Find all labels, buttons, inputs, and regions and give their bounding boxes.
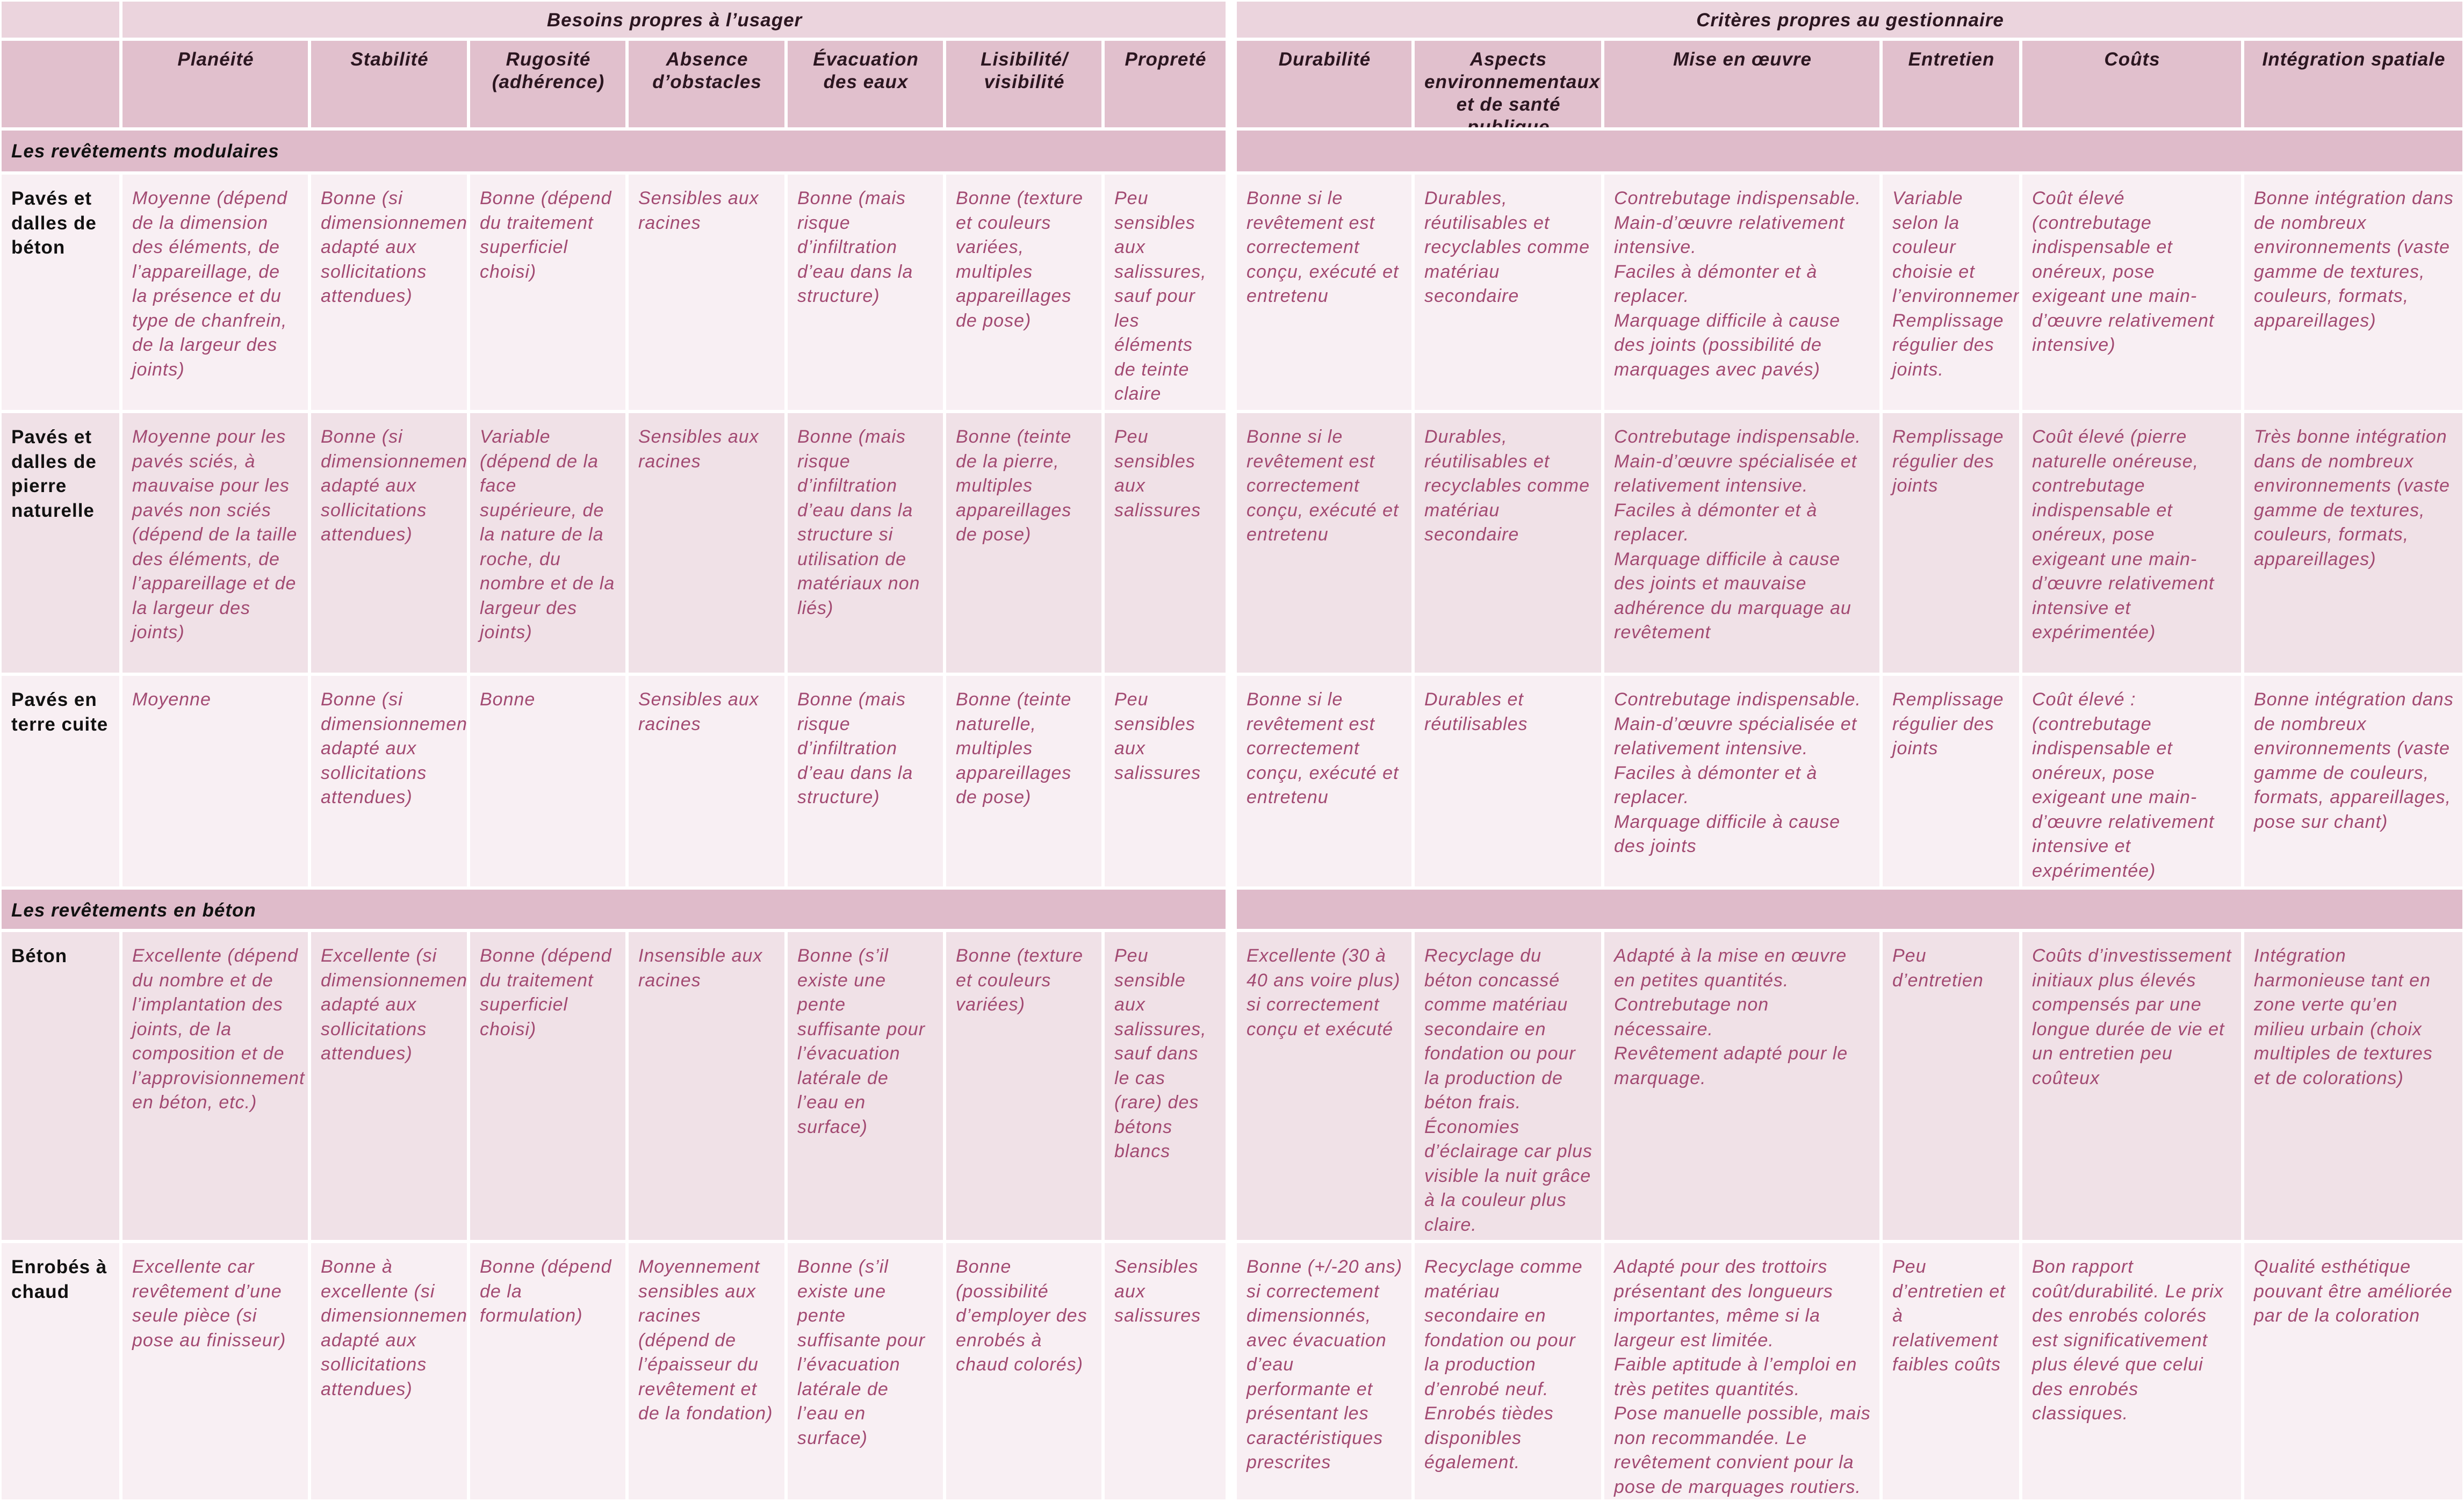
row-label: Pavés et dalles de pierre naturelle bbox=[0, 412, 121, 674]
column-header: Mise en œuvre bbox=[1603, 39, 1881, 129]
table-cell: Bonne (dépend du traitement superficiel … bbox=[469, 173, 627, 412]
corner bbox=[0, 39, 121, 129]
table-cell: Qualité esthétique pouvant être amélioré… bbox=[2243, 1242, 2464, 1501]
column-header: Planéité bbox=[121, 39, 309, 129]
group-header: Critères propres au gestionnaire bbox=[1235, 0, 2464, 39]
table-cell: Bonne si le revêtement est correctement … bbox=[1235, 674, 1413, 888]
table-cell: Insensible aux racines bbox=[627, 930, 786, 1242]
table-cell: Coûts d’investissement initiaux plus éle… bbox=[2021, 930, 2243, 1242]
column-header: Absence d’obstacles bbox=[627, 39, 786, 129]
column-header: Stabilité bbox=[309, 39, 469, 129]
table-cell: Durables, réutilisables et recyclables c… bbox=[1413, 173, 1603, 412]
table-cell: Sensibles aux racines bbox=[627, 412, 786, 674]
column-header: Coûts bbox=[2021, 39, 2243, 129]
table-cell: Excellente (30 à 40 ans voire plus) si c… bbox=[1235, 930, 1413, 1242]
table-cell: Bon rapport coût/durabilité. Le prix des… bbox=[2021, 1242, 2243, 1501]
table-cell: Bonne (s’il existe une pente suffisante … bbox=[786, 1242, 945, 1501]
table-cell: Excellente car revêtement d’une seule pi… bbox=[121, 1242, 309, 1501]
table-cell: Moyennement sensibles aux racines (dépen… bbox=[627, 1242, 786, 1501]
table-cell: Bonne (dépend du traitement superficiel … bbox=[469, 930, 627, 1242]
table-cell: Bonne (si dimensionnement adapté aux sol… bbox=[309, 412, 469, 674]
table-cell: Bonne (s’il existe une pente suffisante … bbox=[786, 930, 945, 1242]
table-cell: Variable (dépend de la face supérieure, … bbox=[469, 412, 627, 674]
column-header: Lisibilité/ visibilité bbox=[945, 39, 1103, 129]
table-cell: Excellente (dépend du nombre et de l’imp… bbox=[121, 930, 309, 1242]
group-header: Besoins propres à l’usager bbox=[121, 0, 1227, 39]
table-cell: Bonne (teinte de la pierre, multiples ap… bbox=[945, 412, 1103, 674]
table-cell: Bonne bbox=[469, 674, 627, 888]
column-header: Durabilité bbox=[1235, 39, 1413, 129]
table-cell: Durables, réutilisables et recyclables c… bbox=[1413, 412, 1603, 674]
table-cell: Remplissage régulier des joints bbox=[1881, 412, 2021, 674]
column-header: Rugosité (adhérence) bbox=[469, 39, 627, 129]
row-label: Enrobés à chaud bbox=[0, 1242, 121, 1501]
table-cell: Contrebutage indispensable. Main-d’œuvre… bbox=[1603, 173, 1881, 412]
table-cell: Peu sensibles aux salissures bbox=[1103, 412, 1227, 674]
table-cell: Contrebutage indispensable. Main-d’œuvre… bbox=[1603, 412, 1881, 674]
table-cell: Bonne (si dimensionnement adapté aux sol… bbox=[309, 173, 469, 412]
table-cell: Bonne (teinte naturelle, multiples appar… bbox=[945, 674, 1103, 888]
row-label: Béton bbox=[0, 930, 121, 1242]
table-cell: Bonne (mais risque d’infiltration d’eau … bbox=[786, 173, 945, 412]
table-cell: Peu d’entretien et à relativement faible… bbox=[1881, 1242, 2021, 1501]
table-cell: Peu sensible aux salissures, sauf dans l… bbox=[1103, 930, 1227, 1242]
table-cell: Sensibles aux salissures bbox=[1103, 1242, 1227, 1501]
column-header: Intégration spatiale bbox=[2243, 39, 2464, 129]
section-title: Les revêtements en béton bbox=[0, 888, 1227, 930]
table-cell: Recyclage du béton concassé comme matéri… bbox=[1413, 930, 1603, 1242]
table-cell: Coût élevé (contrebutage indispensable e… bbox=[2021, 173, 2243, 412]
table-cell: Peu d’entretien bbox=[1881, 930, 2021, 1242]
table-cell: Contrebutage indispensable. Main-d’œuvre… bbox=[1603, 674, 1881, 888]
section-band bbox=[1235, 888, 2464, 930]
table-cell: Bonne si le revêtement est correctement … bbox=[1235, 173, 1413, 412]
table-cell: Peu sensibles aux salissures bbox=[1103, 674, 1227, 888]
table-cell: Adapté à la mise en œuvre en petites qua… bbox=[1603, 930, 1881, 1242]
table-cell: Très bonne intégration dans de nombreux … bbox=[2243, 412, 2464, 674]
table-cell: Bonne (+/-20 ans) si correctement dimens… bbox=[1235, 1242, 1413, 1501]
table-cell: Remplissage régulier des joints bbox=[1881, 674, 2021, 888]
table-cell: Bonne (dépend de la formulation) bbox=[469, 1242, 627, 1501]
table-cell: Bonne (texture et couleurs variées) bbox=[945, 930, 1103, 1242]
table-cell: Bonne intégration dans de nombreux envir… bbox=[2243, 674, 2464, 888]
table-cell: Moyenne (dépend de la dimension des élém… bbox=[121, 173, 309, 412]
table-cell: Coût élevé (pierre naturelle onéreuse, c… bbox=[2021, 412, 2243, 674]
table-cell: Bonne intégration dans de nombreux envir… bbox=[2243, 173, 2464, 412]
table-cell: Variable selon la couleur choisie et l’e… bbox=[1881, 173, 2021, 412]
column-header: Évacuation des eaux bbox=[786, 39, 945, 129]
table-cell: Moyenne pour les pavés sciés, à mauvaise… bbox=[121, 412, 309, 674]
table-cell: Excellente (si dimensionnement adapté au… bbox=[309, 930, 469, 1242]
row-label: Pavés en terre cuite bbox=[0, 674, 121, 888]
table-cell: Bonne (si dimensionnement adapté aux sol… bbox=[309, 674, 469, 888]
table-cell: Bonne à excellente (si dimensionnement a… bbox=[309, 1242, 469, 1501]
table-cell: Durables et réutilisables bbox=[1413, 674, 1603, 888]
table-cell: Peu sensibles aux salissures, sauf pour … bbox=[1103, 173, 1227, 412]
table-cell: Adapté pour des trottoirs présentant des… bbox=[1603, 1242, 1881, 1501]
table-cell: Bonne (texture et couleurs variées, mult… bbox=[945, 173, 1103, 412]
column-header: Aspects environnementaux et de santé pub… bbox=[1413, 39, 1603, 129]
table-cell: Bonne (mais risque d’infiltration d’eau … bbox=[786, 412, 945, 674]
column-header: Entretien bbox=[1881, 39, 2021, 129]
table-cell: Coût élevé : (contrebutage indispensable… bbox=[2021, 674, 2243, 888]
table-cell: Sensibles aux racines bbox=[627, 674, 786, 888]
table-cell: Intégration harmonieuse tant en zone ver… bbox=[2243, 930, 2464, 1242]
row-label: Pavés et dalles de béton bbox=[0, 173, 121, 412]
table-cell: Bonne (possibilité d’employer des enrobé… bbox=[945, 1242, 1103, 1501]
table-cell: Bonne si le revêtement est correctement … bbox=[1235, 412, 1413, 674]
column-header: Propreté bbox=[1103, 39, 1227, 129]
table-cell: Moyenne bbox=[121, 674, 309, 888]
corner bbox=[0, 0, 121, 39]
table-cell: Recyclage comme matériau secondaire en f… bbox=[1413, 1242, 1603, 1501]
table-cell: Sensibles aux racines bbox=[627, 173, 786, 412]
section-band bbox=[1235, 129, 2464, 173]
table-cell: Bonne (mais risque d’infiltration d’eau … bbox=[786, 674, 945, 888]
section-title: Les revêtements modulaires bbox=[0, 129, 1227, 173]
